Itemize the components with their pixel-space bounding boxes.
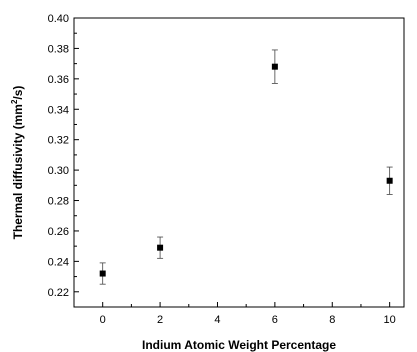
data-point <box>157 244 164 251</box>
plot-frame <box>73 17 405 308</box>
y-tick-label: 0.22 <box>48 287 69 299</box>
y-tick-label: 0.28 <box>48 196 69 208</box>
x-tick-label: 10 <box>384 314 396 326</box>
x-tick-label: 6 <box>272 314 278 326</box>
y-tick-label: 0.38 <box>48 43 69 55</box>
data-point <box>271 63 278 70</box>
x-tick-label: 8 <box>329 314 335 326</box>
x-tick-label: 0 <box>100 314 106 326</box>
y-tick-label: 0.32 <box>48 135 69 147</box>
data-point <box>99 270 106 277</box>
x-axis-title: Indium Atomic Weight Percentage <box>142 338 336 352</box>
y-tick-label: 0.30 <box>48 165 69 177</box>
x-tick-label: 4 <box>214 314 220 326</box>
y-axis-title: Thermal diffusivity (mm2/s) <box>10 86 25 240</box>
y-tick-label: 0.36 <box>48 74 69 86</box>
y-tick-label: 0.34 <box>48 104 69 116</box>
data-point <box>386 177 393 184</box>
x-tick-label: 2 <box>157 314 163 326</box>
y-tick-label: 0.40 <box>48 13 69 25</box>
y-tick-label: 0.26 <box>48 226 69 238</box>
y-tick-label: 0.24 <box>48 256 69 268</box>
